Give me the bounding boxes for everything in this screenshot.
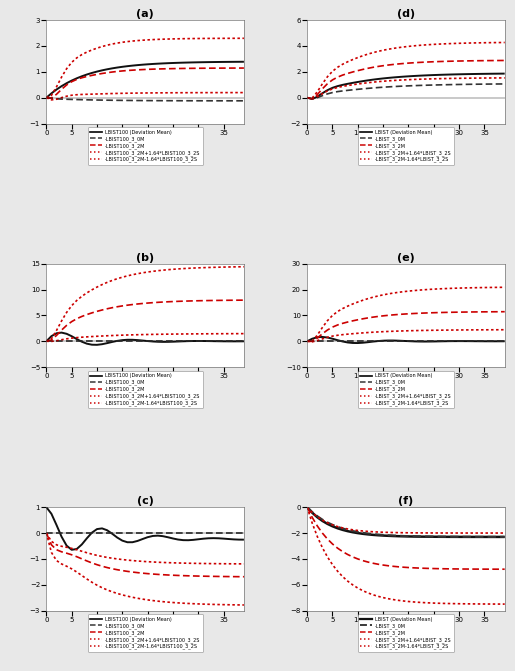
Title: (b): (b): [136, 253, 154, 263]
Legend: LBIST (Deviation Mean), -LBIST_3_0M, -LBIST_3_2M, -LBIST_3_2M+1.64*LBIST_3_2S, -: LBIST (Deviation Mean), -LBIST_3_0M, -LB…: [358, 615, 454, 652]
Legend: LBIST100 (Deviation Mean), -LBIST100_3_0M, -LBIST100_3_2M, -LBIST100_3_2M+1.64*L: LBIST100 (Deviation Mean), -LBIST100_3_0…: [88, 615, 202, 652]
Title: (e): (e): [397, 253, 415, 263]
Legend: LBIST100 (Deviation Mean), -LBIST100_3_0M, -LBIST100_3_2M, -LBIST100_3_2M+1.64*L: LBIST100 (Deviation Mean), -LBIST100_3_0…: [88, 127, 202, 165]
Legend: LBIST100 (Deviation Mean), -LBIST100_3_0M, -LBIST100_3_2M, -LBIST100_3_2M+1.64*L: LBIST100 (Deviation Mean), -LBIST100_3_0…: [88, 371, 202, 409]
Title: (c): (c): [136, 497, 153, 507]
Title: (f): (f): [398, 497, 414, 507]
Legend: LBIST (Deviation Mean), -LBIST_3_0M, -LBIST_3_2M, -LBIST_3_2M+1.64*LBIST_3_2S, -: LBIST (Deviation Mean), -LBIST_3_0M, -LB…: [358, 127, 454, 165]
Title: (a): (a): [136, 9, 154, 19]
Legend: LBIST (Deviation Mean), -LBIST_3_0M, -LBIST_3_2M, -LBIST_3_2M+1.64*LBIST_3_2S, -: LBIST (Deviation Mean), -LBIST_3_0M, -LB…: [358, 371, 454, 409]
Title: (d): (d): [397, 9, 415, 19]
